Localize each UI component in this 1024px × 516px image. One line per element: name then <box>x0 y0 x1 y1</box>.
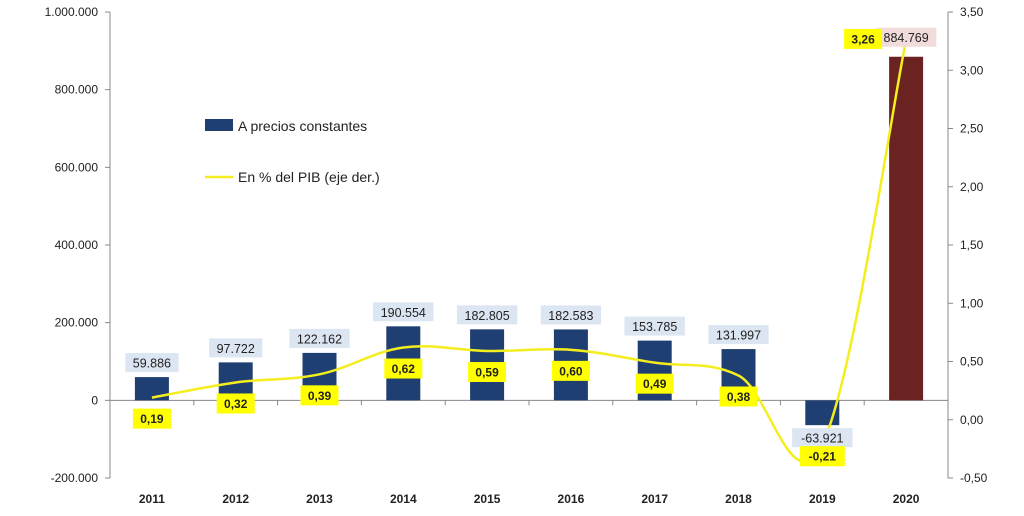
left-axis-tick-label: 1.000.000 <box>45 5 99 19</box>
pct-value-label-bg <box>384 358 423 379</box>
left-axis-tick-label: 600.000 <box>55 160 99 174</box>
bar-value-label-bg <box>289 328 350 348</box>
bar <box>889 56 924 401</box>
x-axis-tick-label: 2011 <box>139 492 165 506</box>
bar-value-label: 182.583 <box>548 309 593 323</box>
pct-value-label: 0,39 <box>308 389 332 403</box>
pct-value-label: 0,19 <box>140 412 164 426</box>
bar-value-label: 182.805 <box>465 309 510 323</box>
pct-value-label-bg <box>132 408 171 429</box>
right-axis-tick-label: 3,50 <box>960 5 984 19</box>
pct-value-label-bg <box>635 373 674 394</box>
legend: A precios constantes En % del PIB (eje d… <box>205 118 380 185</box>
right-axis-tick-label: 2,50 <box>960 122 984 136</box>
right-axis-tick-label: 0,00 <box>960 413 984 427</box>
left-axis-tick-label: 0 <box>91 393 98 407</box>
bar-value-label-bg <box>875 27 937 47</box>
pct-value-label-bg <box>468 362 507 383</box>
right-axis-tick-label: 0,50 <box>960 355 984 369</box>
bar-value-label-bg <box>125 353 179 373</box>
right-axis-tick-label: 1,00 <box>960 296 984 310</box>
pct-value-label: 0,49 <box>643 377 667 391</box>
pct-value-label-bg <box>551 360 590 381</box>
legend-line-label: En % del PIB (eje der.) <box>238 169 380 185</box>
pct-value-label: -0,21 <box>809 450 837 464</box>
pct-value-label-bg <box>844 28 883 49</box>
bar-value-label: 59.886 <box>133 357 171 371</box>
pct-value-label: 0,62 <box>392 362 416 376</box>
x-axis-tick-label: 2014 <box>390 492 417 506</box>
pct-value-label: 0,60 <box>559 364 583 378</box>
axes: -200.000 0 200.000 400.000 600.000 800.000 1.0… <box>45 5 988 506</box>
left-axis-tick-label: 200.000 <box>55 316 99 330</box>
data-labels: 59.886 97.722 122.162 190.554 182.805 182.583… <box>125 27 937 467</box>
bar-value-label: 884.769 <box>884 31 929 45</box>
right-axis-tick-label: 2,00 <box>960 180 984 194</box>
left-axis-tick-label: -200.000 <box>51 471 99 485</box>
right-axis-tick-label: -0,50 <box>960 471 988 485</box>
x-axis-tick-label: 2017 <box>641 492 668 506</box>
bars <box>134 56 924 426</box>
bar <box>134 377 169 401</box>
pct-value-label: 0,59 <box>475 366 499 380</box>
left-axis-tick-label: 400.000 <box>55 238 99 252</box>
bar-value-label-bg <box>792 428 853 448</box>
x-axis-tick-label: 2016 <box>558 492 585 506</box>
right-axis-tick-label: 3,00 <box>960 63 984 77</box>
x-axis-tick-label: 2018 <box>725 492 752 506</box>
x-axis-tick-label: 2012 <box>222 492 249 506</box>
pct-value-label-bg <box>300 385 339 406</box>
x-axis-tick-label: 2019 <box>809 492 836 506</box>
bar-value-label-bg <box>708 325 769 345</box>
pct-value-label-bg <box>719 386 758 407</box>
x-axis-tick-label: 2015 <box>474 492 501 506</box>
bar-value-label-bg <box>540 305 602 325</box>
pct-value-label: 0,38 <box>727 390 751 404</box>
pct-value-label-bg <box>216 393 255 414</box>
pct-value-label: 0,32 <box>224 397 248 411</box>
bar-value-label-bg <box>456 305 518 325</box>
pct-value-label-bg <box>799 446 845 467</box>
left-axis-tick-label: 800.000 <box>55 83 99 97</box>
right-axis-tick-label: 1,50 <box>960 238 984 252</box>
bar-value-label-bg <box>373 302 434 322</box>
pct-series-line <box>151 39 908 463</box>
bar-value-label-bg <box>624 316 685 336</box>
pct-line <box>151 39 908 463</box>
legend-bar-swatch <box>205 119 233 131</box>
x-axis-tick-label: 2013 <box>306 492 333 506</box>
bar-value-label: 97.722 <box>217 342 255 356</box>
bar-value-label-bg <box>209 338 263 358</box>
bar-value-label: 153.785 <box>632 320 677 334</box>
bar-value-label: 190.554 <box>381 306 426 320</box>
pct-value-label: 3,26 <box>851 32 875 46</box>
bar-value-label: 131.997 <box>716 329 761 343</box>
legend-bar-label: A precios constantes <box>238 118 367 134</box>
x-axis-tick-label: 2020 <box>893 492 920 506</box>
bar-value-label: 122.162 <box>297 332 342 346</box>
bar-value-label: -63.921 <box>801 432 843 446</box>
